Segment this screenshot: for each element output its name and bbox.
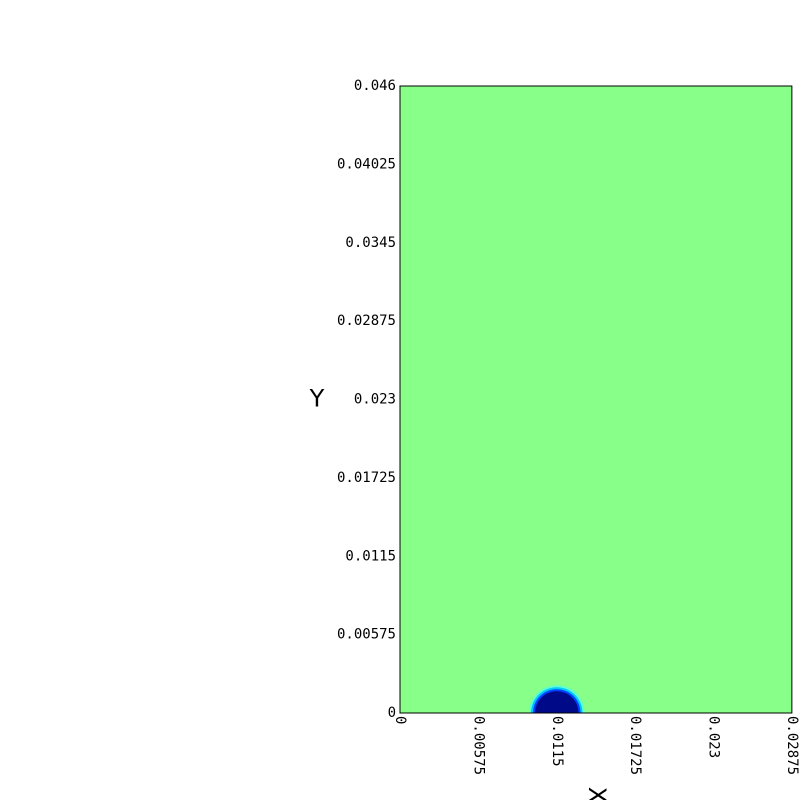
y-tick-label: 0.01725 [337,470,396,486]
y-tick-labels: 0 0.00575 0.0115 0.01725 0.023 0.02875 0.0345 0… [337,78,396,721]
x-tick-label: 0.0115 [549,716,565,767]
x-tick-label: 0.01725 [627,716,643,775]
field-features [528,685,585,713]
y-tick-label: 0.023 [354,392,396,408]
y-tick-label: 0.0345 [345,235,396,251]
x-tick-label: 0.023 [706,716,722,758]
x-tick-label: 0 [392,716,408,724]
x-tick-labels: 0 0.00575 0.0115 0.01725 0.023 0.02875 [392,716,800,775]
y-tick-label: 0.04025 [337,156,396,172]
y-tick-label: 0.02875 [337,313,396,329]
y-axis-label: Y [309,385,325,413]
feature-0-core [534,691,579,713]
y-tick-label: 0.00575 [337,627,396,643]
x-tick-label: 0.00575 [470,716,486,775]
x-tick-label: 0.02875 [784,716,800,775]
plot-frame [399,85,793,714]
x-axis-label: X [583,787,611,800]
y-tick-label: 0.0115 [345,548,396,564]
y-tick-label: 0.046 [354,78,396,94]
plot-area [400,86,792,713]
y-tick-label: 0 [388,705,396,721]
